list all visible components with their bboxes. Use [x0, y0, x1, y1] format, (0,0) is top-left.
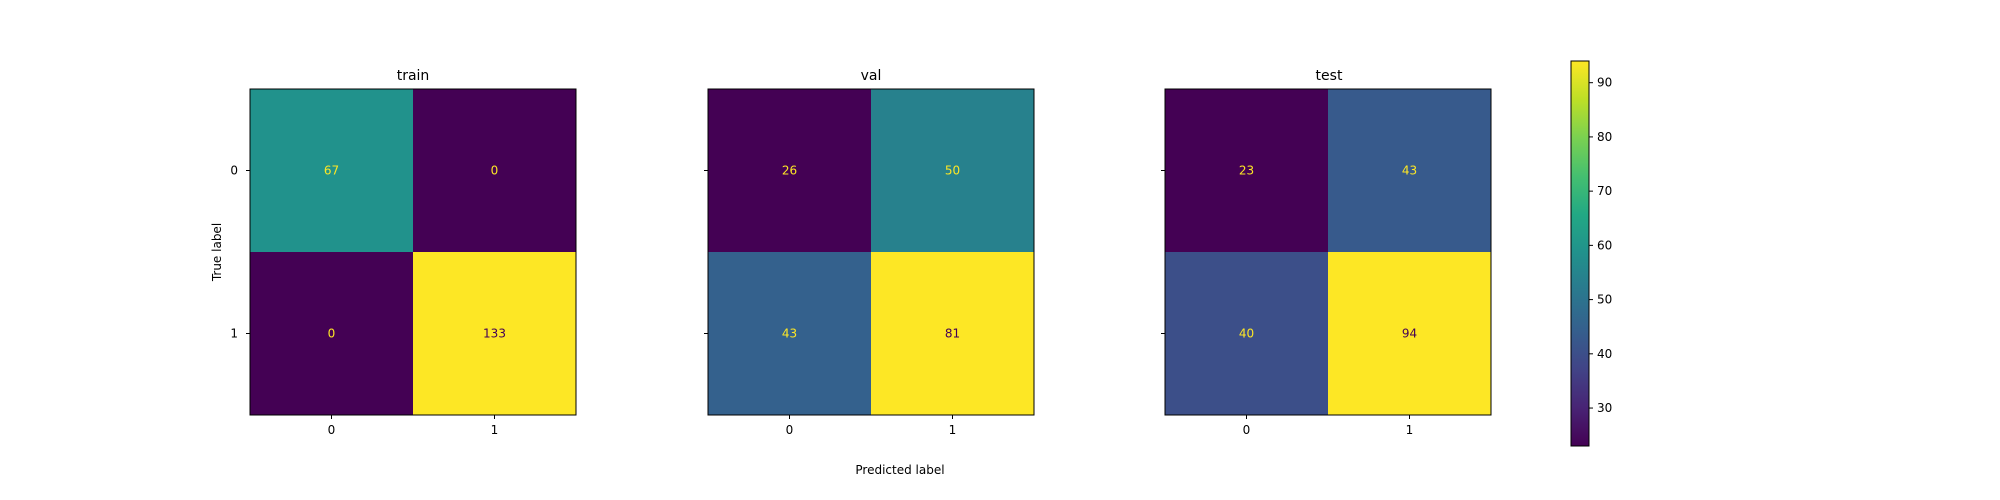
panel-val: val 26 50 43 81 0 1	[704, 68, 1035, 437]
cell-value-r0-c1: 50	[945, 164, 960, 178]
colorbar: 30 40 50 60 70 80 90	[1570, 60, 1612, 447]
colorbar-tick-label: 90	[1597, 76, 1612, 90]
panel-test: test 23 43 40 94 0 1	[1161, 68, 1492, 437]
panel-title-val: val	[861, 68, 882, 84]
y-axis-label: True label	[210, 223, 224, 282]
x-tick-label: 1	[1406, 423, 1414, 437]
cell-value-r1-c0: 40	[1239, 327, 1254, 341]
x-tick-label: 1	[949, 423, 957, 437]
heatmap-cell-r1-c1	[413, 252, 577, 416]
colorbar-tick-label: 60	[1597, 238, 1612, 252]
colorbar-frame	[1570, 60, 1590, 447]
x-tick-label: 1	[491, 423, 499, 437]
heatmap-cell-r1-c0	[708, 252, 872, 416]
cell-value-r0-c1: 43	[1402, 164, 1417, 178]
heatmap-cell-r1-c0	[1165, 252, 1329, 416]
colorbar-tick-label: 70	[1597, 184, 1612, 198]
heatmap-cell-r1-c1	[871, 252, 1035, 416]
heatmap-cell-r0-c1	[413, 89, 577, 253]
cell-value-r1-c1: 133	[483, 327, 506, 341]
cell-value-r1-c0: 43	[782, 327, 797, 341]
cell-value-r0-c1: 0	[491, 164, 499, 178]
cell-value-r1-c0: 0	[328, 327, 336, 341]
axes-frame	[249, 88, 577, 416]
heatmap-cell-r1-c1	[1328, 252, 1492, 416]
heatmap-cell-r0-c1	[871, 89, 1035, 253]
y-tick-label: 0	[230, 164, 238, 178]
x-axis-label: Predicted label	[855, 463, 944, 477]
cell-value-r0-c0: 23	[1239, 164, 1254, 178]
x-tick-label: 0	[786, 423, 794, 437]
heatmap-cell-r1-c0	[250, 252, 414, 416]
panel-title-test: test	[1316, 68, 1343, 84]
cell-value-r1-c1: 81	[945, 327, 960, 341]
cell-value-r1-c1: 94	[1402, 327, 1417, 341]
cell-value-r0-c0: 67	[324, 164, 339, 178]
colorbar-tick-label: 80	[1597, 130, 1612, 144]
heatmap-cell-r0-c0	[708, 89, 872, 253]
panel-title-train: train	[397, 68, 430, 84]
colorbar-tick-label: 30	[1597, 401, 1612, 415]
colorbar-gradient	[1571, 61, 1589, 446]
axes-frame	[707, 88, 1035, 416]
colorbar-tick-label: 50	[1597, 293, 1612, 307]
cell-value-r0-c0: 26	[782, 164, 797, 178]
heatmap-cell-r0-c0	[250, 89, 414, 253]
colorbar-tick-label: 40	[1597, 347, 1612, 361]
panel-train: train 67 0 0 133 0 1 0 1	[230, 68, 577, 437]
y-tick-label: 1	[230, 327, 238, 341]
x-tick-label: 0	[328, 423, 336, 437]
heatmap-cell-r0-c0	[1165, 89, 1329, 253]
heatmap-cell-r0-c1	[1328, 89, 1492, 253]
x-tick-label: 0	[1243, 423, 1251, 437]
axes-frame	[1164, 88, 1492, 416]
